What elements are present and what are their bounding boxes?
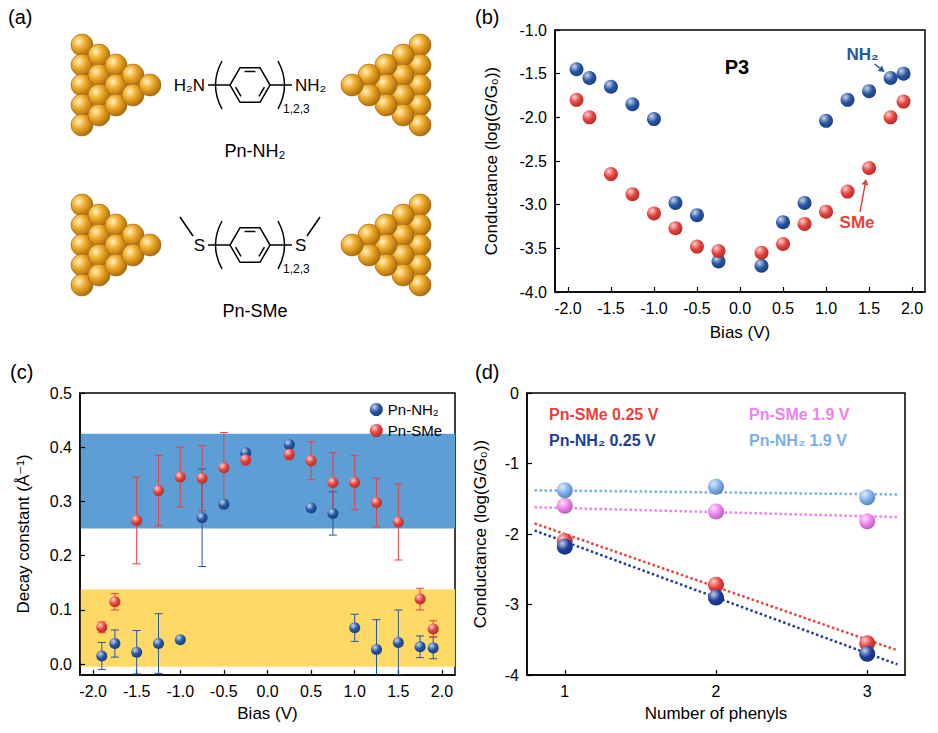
svg-text:Conductance (log(G/G₀)): Conductance (log(G/G₀)) — [471, 440, 490, 628]
svg-text:1.5: 1.5 — [387, 683, 409, 700]
svg-text:0.0: 0.0 — [256, 683, 278, 700]
svg-text:NH₂: NH₂ — [295, 76, 326, 95]
svg-text:Pn-SMe 0.25 V: Pn-SMe 0.25 V — [549, 406, 659, 423]
svg-text:-3: -3 — [505, 596, 519, 613]
svg-text:Number of phenyls: Number of phenyls — [645, 704, 788, 723]
svg-text:-1.0: -1.0 — [167, 683, 195, 700]
svg-text:Pn-NH₂: Pn-NH₂ — [225, 141, 286, 161]
svg-text:-2: -2 — [505, 526, 519, 543]
svg-text:0.5: 0.5 — [772, 300, 794, 317]
svg-text:Pn-NH₂ 0.25 V: Pn-NH₂ 0.25 V — [549, 432, 656, 449]
svg-text:SMe: SMe — [840, 213, 875, 232]
html-text:(c): (c) — [10, 361, 34, 383]
svg-text:0: 0 — [510, 385, 519, 402]
svg-text:-1.5: -1.5 — [123, 683, 151, 700]
svg-text:Pn-NH₂ 1.9 V: Pn-NH₂ 1.9 V — [749, 432, 847, 449]
html-text:(b): (b) — [475, 6, 500, 28]
svg-text:1.0: 1.0 — [344, 683, 366, 700]
svg-text:-4.0: -4.0 — [519, 284, 547, 301]
svg-text:0.1: 0.1 — [50, 601, 72, 618]
svg-text:-1: -1 — [505, 455, 519, 472]
svg-text:-2.0: -2.0 — [79, 683, 107, 700]
svg-text:0.5: 0.5 — [50, 385, 72, 402]
svg-text:0.5: 0.5 — [300, 683, 322, 700]
svg-text:3: 3 — [863, 683, 872, 700]
svg-text:Bias (V): Bias (V) — [237, 704, 297, 723]
svg-text:H₂N: H₂N — [174, 76, 205, 95]
svg-text:-2.5: -2.5 — [519, 153, 547, 170]
svg-text:0.2: 0.2 — [50, 547, 72, 564]
svg-text:NH₂: NH₂ — [847, 45, 879, 64]
svg-text:-0.5: -0.5 — [683, 300, 711, 317]
svg-text:1,2,3: 1,2,3 — [283, 102, 310, 116]
svg-text:0.4: 0.4 — [50, 439, 72, 456]
svg-text:Bias (V): Bias (V) — [710, 323, 770, 342]
svg-text:Conductance (log(G/G₀)): Conductance (log(G/G₀)) — [482, 67, 501, 255]
svg-text:1.5: 1.5 — [858, 300, 880, 317]
svg-text:Pn-SMe 1.9 V: Pn-SMe 1.9 V — [749, 406, 850, 423]
svg-text:0.3: 0.3 — [50, 493, 72, 510]
svg-text:-2.0: -2.0 — [554, 300, 582, 317]
svg-text:S: S — [194, 236, 205, 255]
html-text:(a): (a) — [8, 6, 33, 28]
html-text:(d): (d) — [475, 361, 500, 383]
svg-text:1,2,3: 1,2,3 — [283, 262, 310, 276]
svg-text:1: 1 — [560, 683, 569, 700]
svg-text:Pn-NH₂: Pn-NH₂ — [388, 401, 439, 418]
svg-text:-1.0: -1.0 — [519, 22, 547, 39]
svg-text:-0.5: -0.5 — [210, 683, 238, 700]
svg-text:Pn-SMe: Pn-SMe — [388, 422, 442, 439]
svg-text:2.0: 2.0 — [901, 300, 923, 317]
svg-text:-1.0: -1.0 — [640, 300, 668, 317]
svg-text:P3: P3 — [725, 56, 749, 78]
svg-text:-3.0: -3.0 — [519, 196, 547, 213]
svg-text:2.0: 2.0 — [431, 683, 453, 700]
svg-text:-3.5: -3.5 — [519, 240, 547, 257]
svg-text:-1.5: -1.5 — [597, 300, 625, 317]
svg-text:Decay constant (Å⁻¹): Decay constant (Å⁻¹) — [14, 454, 33, 613]
svg-text:-1.5: -1.5 — [519, 65, 547, 82]
svg-text:1.0: 1.0 — [815, 300, 837, 317]
svg-text:-4: -4 — [505, 667, 519, 684]
svg-text:S: S — [295, 236, 306, 255]
svg-text:0.0: 0.0 — [729, 300, 751, 317]
svg-text:Pn-SMe: Pn-SMe — [222, 301, 287, 321]
svg-text:-2.0: -2.0 — [519, 109, 547, 126]
svg-text:0.0: 0.0 — [50, 656, 72, 673]
svg-text:2: 2 — [712, 683, 721, 700]
